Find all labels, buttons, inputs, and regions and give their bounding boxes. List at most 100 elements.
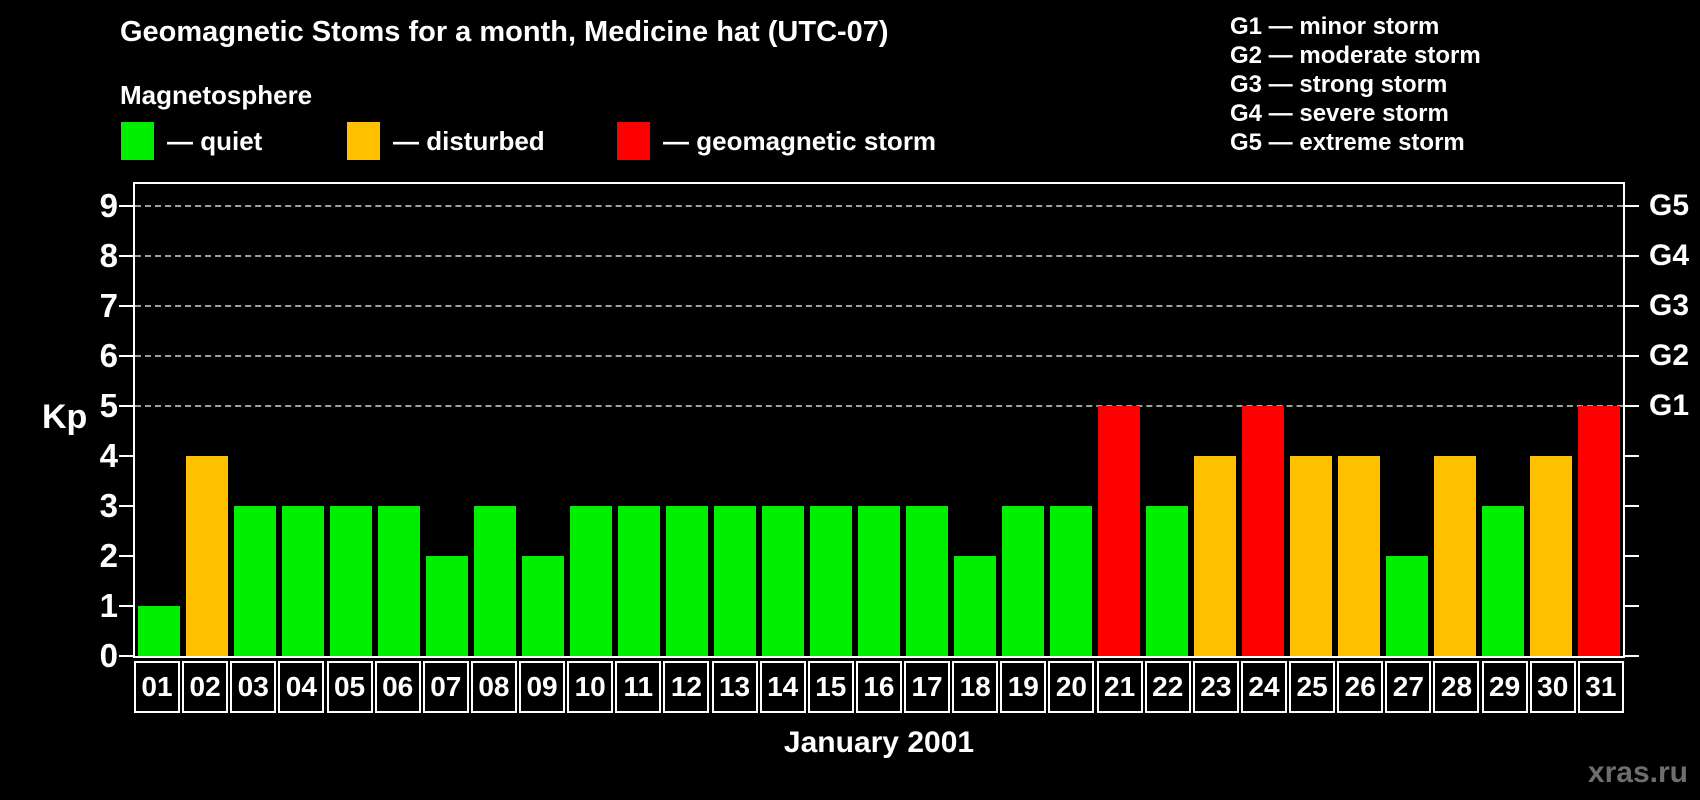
day-label-14: 14 [759, 661, 806, 713]
y-tick-label-7: 7 [99, 287, 118, 324]
kp-bar-day-28 [1434, 456, 1476, 656]
axis-tick [1625, 355, 1639, 357]
kp-bar-day-18 [954, 556, 996, 656]
right-axis-label-G1: G1 [1649, 389, 1690, 422]
plot-area [133, 182, 1625, 658]
kp-bar-day-25 [1290, 456, 1332, 656]
kp-bar-day-15 [810, 506, 852, 656]
legend-item-label: — quiet [167, 125, 263, 156]
kp-bar-day-13 [714, 506, 756, 656]
gridline-kp-8 [135, 255, 1623, 257]
day-label-02: 02 [182, 661, 229, 713]
legend-item-label: — disturbed [393, 125, 545, 156]
day-label-16: 16 [855, 661, 902, 713]
kp-bar-day-23 [1194, 456, 1236, 656]
day-label-06: 06 [374, 661, 421, 713]
kp-bar-day-26 [1338, 456, 1380, 656]
kp-bar-day-05 [330, 506, 372, 656]
kp-bar-day-09 [522, 556, 564, 656]
legend-item-label: — geomagnetic storm [663, 125, 937, 156]
day-label-24: 24 [1240, 661, 1287, 713]
axis-tick [119, 405, 133, 407]
axis-tick [119, 455, 133, 457]
day-label-11: 11 [615, 661, 662, 713]
axis-tick [1625, 555, 1639, 557]
y-tick-label-3: 3 [99, 487, 118, 524]
kp-bar-day-10 [570, 506, 612, 656]
axis-tick [1625, 655, 1639, 657]
day-label-10: 10 [567, 661, 614, 713]
kp-bar-day-07 [426, 556, 468, 656]
g-scale-legend-line: G3 — strong storm [1230, 71, 1448, 98]
kp-bar-day-11 [618, 506, 660, 656]
y-tick-label-5: 5 [99, 387, 118, 424]
gridline-kp-5 [135, 405, 1623, 407]
day-label-08: 08 [470, 661, 517, 713]
axis-tick [1625, 605, 1639, 607]
g-scale-legend-line: G4 — severe storm [1230, 100, 1449, 127]
day-label-25: 25 [1289, 661, 1336, 713]
day-label-07: 07 [422, 661, 469, 713]
kp-bar-day-04 [282, 506, 324, 656]
kp-bar-day-03 [234, 506, 276, 656]
axis-tick [119, 655, 133, 657]
day-label-22: 22 [1144, 661, 1191, 713]
right-axis-label-G5: G5 [1649, 189, 1690, 222]
legend-item-quiet: — quiet [121, 121, 262, 161]
axis-tick [119, 555, 133, 557]
day-label-12: 12 [663, 661, 710, 713]
y-tick-label-0: 0 [99, 637, 118, 674]
axis-tick [119, 605, 133, 607]
kp-bar-day-16 [858, 506, 900, 656]
kp-bar-day-19 [1002, 506, 1044, 656]
day-label-01: 01 [134, 661, 180, 713]
y-axis-title: Kp [42, 398, 88, 436]
day-label-03: 03 [230, 661, 277, 713]
kp-bar-day-29 [1482, 506, 1524, 656]
axis-tick [119, 355, 133, 357]
y-tick-label-6: 6 [99, 337, 118, 374]
gridline-kp-9 [135, 205, 1623, 207]
axis-tick [119, 255, 133, 257]
day-label-18: 18 [952, 661, 999, 713]
day-label-27: 27 [1385, 661, 1432, 713]
g-scale-legend-line: G5 — extreme storm [1230, 129, 1465, 156]
gridline-kp-6 [135, 355, 1623, 357]
g-scale-legend-line: G2 — moderate storm [1230, 42, 1481, 69]
kp-bar-day-22 [1146, 506, 1188, 656]
chart-title: Geomagnetic Stoms for a month, Medicine … [120, 16, 889, 48]
day-label-17: 17 [904, 661, 951, 713]
right-axis-label-G4: G4 [1649, 239, 1690, 272]
y-tick-label-8: 8 [99, 237, 118, 274]
kp-bar-day-17 [906, 506, 948, 656]
storm-color-swatch [617, 122, 650, 160]
kp-bar-day-30 [1530, 456, 1572, 656]
x-axis-title: January 2001 [783, 726, 975, 759]
axis-tick [1625, 455, 1639, 457]
day-label-28: 28 [1433, 661, 1480, 713]
right-axis-label-G3: G3 [1649, 289, 1690, 322]
kp-bar-day-12 [666, 506, 708, 656]
legend-item-storm: — geomagnetic storm [617, 121, 936, 161]
day-label-26: 26 [1337, 661, 1384, 713]
quiet-color-swatch [121, 122, 154, 160]
day-label-04: 04 [278, 661, 325, 713]
kp-bar-day-20 [1050, 506, 1092, 656]
axis-tick [119, 305, 133, 307]
kp-bar-day-24 [1242, 406, 1284, 656]
disturbed-color-swatch [347, 122, 380, 160]
day-label-29: 29 [1481, 661, 1528, 713]
axis-tick [119, 505, 133, 507]
day-label-31: 31 [1577, 661, 1624, 713]
kp-bar-day-21 [1098, 406, 1140, 656]
kp-bar-day-31 [1578, 406, 1620, 656]
y-tick-label-2: 2 [99, 537, 118, 574]
magnetosphere-legend-heading: Magnetosphere [120, 80, 313, 110]
g-scale-legend-line: G1 — minor storm [1230, 13, 1440, 40]
axis-tick [1625, 255, 1639, 257]
day-label-19: 19 [1000, 661, 1047, 713]
g-scale-legend: G1 — minor storm G2 — moderate storm G3 — … [1230, 12, 1481, 157]
day-label-23: 23 [1192, 661, 1239, 713]
day-label-13: 13 [711, 661, 758, 713]
